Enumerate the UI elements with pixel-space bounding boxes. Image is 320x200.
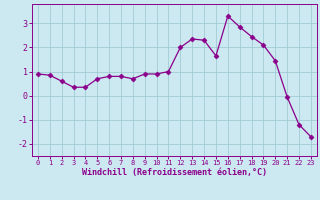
X-axis label: Windchill (Refroidissement éolien,°C): Windchill (Refroidissement éolien,°C): [82, 168, 267, 177]
